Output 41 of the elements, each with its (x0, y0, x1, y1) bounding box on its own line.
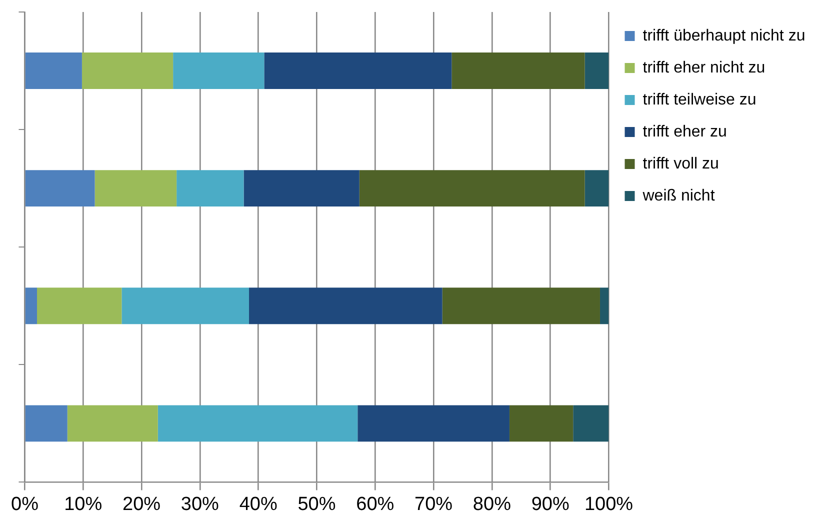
x-tick-label: 70% (414, 494, 453, 515)
bar (82, 52, 174, 89)
bar (25, 405, 68, 442)
bar (248, 288, 442, 324)
bar (122, 288, 249, 324)
bar (442, 288, 600, 324)
legend-label: trifft eher nicht zu (642, 59, 766, 76)
bar (25, 52, 82, 89)
x-tick-label: 50% (298, 494, 336, 515)
bar (158, 405, 358, 442)
bar (359, 170, 585, 207)
bar (584, 52, 609, 89)
x-tick-label: 30% (180, 494, 220, 515)
x-tick-label: 40% (239, 494, 278, 515)
bar (573, 405, 609, 442)
bar (600, 288, 609, 324)
bar (25, 170, 95, 207)
x-tick-label: 0% (10, 494, 39, 515)
x-tick-label: 90% (531, 494, 570, 515)
bar (173, 52, 264, 89)
bar (358, 405, 510, 442)
bar (452, 52, 585, 89)
legend-label: weiß nicht (642, 187, 716, 204)
bar (509, 405, 574, 442)
x-tick-label: 60% (356, 494, 394, 515)
bar (67, 405, 158, 442)
legend-label: trifft überhaupt nicht zu (642, 27, 806, 44)
bar (176, 170, 244, 207)
x-tick-label: 10% (64, 494, 102, 515)
x-tick-label: 100% (584, 494, 634, 515)
x-tick-label: 80% (472, 494, 512, 515)
bar (584, 170, 609, 207)
legend-label: trifft voll zu (642, 155, 719, 172)
bar (94, 170, 177, 207)
x-tick-label: 20% (122, 494, 161, 515)
bar (36, 288, 122, 324)
bar (264, 52, 452, 89)
bar (25, 288, 37, 324)
legend-label: trifft teilweise zu (642, 91, 756, 108)
bar (244, 170, 360, 207)
legend-label: trifft eher zu (642, 123, 727, 140)
